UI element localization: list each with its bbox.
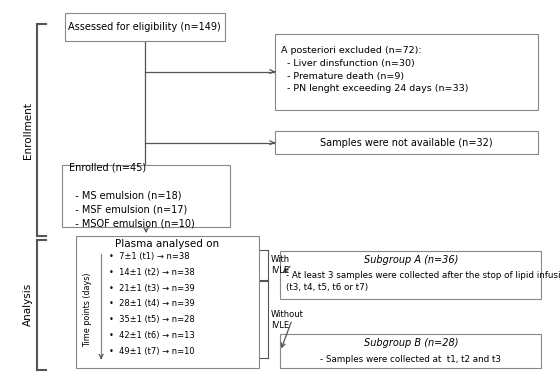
FancyBboxPatch shape bbox=[275, 33, 538, 110]
Text: Samples were not available (n=32): Samples were not available (n=32) bbox=[320, 138, 493, 148]
Text: •  14±1 (t2) → n=38: • 14±1 (t2) → n=38 bbox=[109, 268, 194, 277]
FancyBboxPatch shape bbox=[65, 13, 225, 41]
Text: - At least 3 samples were collected after the stop of lipid infusion
(t3, t4, t5: - At least 3 samples were collected afte… bbox=[286, 271, 560, 292]
Text: Analysis: Analysis bbox=[23, 283, 32, 326]
Text: •  7±1 (t1) → n=38: • 7±1 (t1) → n=38 bbox=[109, 252, 189, 261]
Text: •  42±1 (t6) → n=13: • 42±1 (t6) → n=13 bbox=[109, 331, 194, 340]
Text: Assessed for eligibility (n=149): Assessed for eligibility (n=149) bbox=[68, 22, 221, 32]
Text: •  35±1 (t5) → n=28: • 35±1 (t5) → n=28 bbox=[109, 315, 194, 324]
Text: A posteriori excluded (n=72):
  - Liver dinsfunction (n=30)
  - Premature death : A posteriori excluded (n=72): - Liver di… bbox=[282, 46, 469, 94]
FancyBboxPatch shape bbox=[275, 131, 538, 154]
Text: Enrollment: Enrollment bbox=[23, 102, 32, 158]
Text: Subgroup A (n=36): Subgroup A (n=36) bbox=[363, 255, 458, 265]
FancyBboxPatch shape bbox=[62, 165, 230, 227]
Text: Enrolled (n=45)

  - MS emulsion (n=18)
  - MSF emulsion (n=17)
  - MSOF emulsio: Enrolled (n=45) - MS emulsion (n=18) - M… bbox=[69, 163, 194, 229]
FancyBboxPatch shape bbox=[76, 236, 259, 368]
Text: Time points (days): Time points (days) bbox=[83, 272, 92, 346]
FancyBboxPatch shape bbox=[281, 334, 541, 368]
Text: •  28±1 (t4) → n=39: • 28±1 (t4) → n=39 bbox=[109, 299, 194, 309]
Text: Subgroup B (n=28): Subgroup B (n=28) bbox=[363, 338, 458, 348]
Text: With
IVLE: With IVLE bbox=[271, 255, 290, 275]
Text: •  21±1 (t3) → n=39: • 21±1 (t3) → n=39 bbox=[109, 283, 194, 293]
Text: Plasma analysed on: Plasma analysed on bbox=[115, 239, 220, 249]
Text: •  49±1 (t7) → n=10: • 49±1 (t7) → n=10 bbox=[109, 346, 194, 356]
FancyBboxPatch shape bbox=[281, 251, 541, 299]
Text: - Samples were collected at  t1, t2 and t3: - Samples were collected at t1, t2 and t… bbox=[320, 355, 501, 364]
Text: Without
IVLE: Without IVLE bbox=[271, 310, 304, 330]
